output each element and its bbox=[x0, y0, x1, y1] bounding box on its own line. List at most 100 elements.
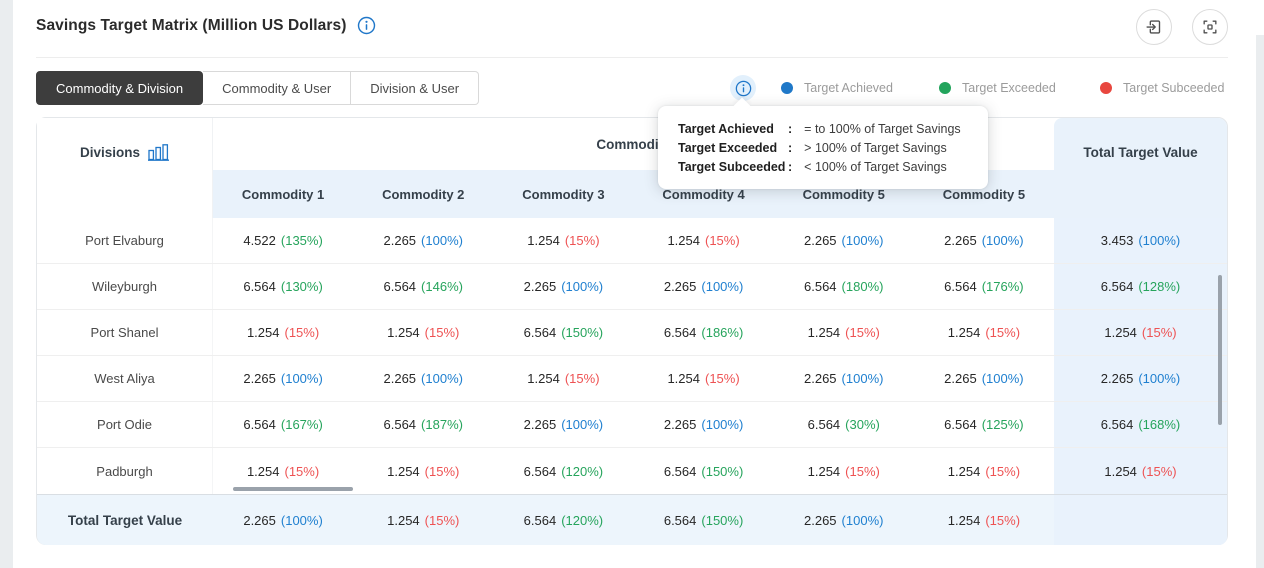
tooltip-row: Target Exceeded: > 100% of Target Savings bbox=[678, 139, 970, 158]
total-column-header: Total Target Value bbox=[1054, 118, 1227, 218]
value-cell: 2.265 (100%) bbox=[944, 233, 1024, 248]
value-cell: 6.564 (150%) bbox=[523, 325, 604, 340]
title-info-icon[interactable] bbox=[357, 16, 376, 35]
legend-dot-icon bbox=[1100, 82, 1112, 94]
fullscreen-icon bbox=[1200, 17, 1220, 37]
row-total-cell: 1.254 (15%) bbox=[1054, 310, 1227, 355]
value-cell: 1.254 (15%) bbox=[387, 325, 460, 340]
divisions-header-label: Divisions bbox=[79, 145, 141, 160]
value-cell: 6.564 (150%) bbox=[663, 512, 744, 528]
total-row-label: Total Target Value bbox=[67, 512, 183, 528]
page-title: Savings Target Matrix (Million US Dollar… bbox=[36, 16, 347, 34]
row-total-cell: 2.265 (100%) bbox=[1054, 356, 1227, 401]
table-row: Port Elvaburg 4.522 (135%) 2.265 (100%) 1.254… bbox=[37, 218, 1227, 264]
table-header: Divisions Commodity Commodity 1 Commodity… bbox=[37, 118, 1227, 218]
total-row: Total Target Value 2.265 (100%) 1.254 (15%)… bbox=[37, 494, 1227, 545]
column-header-commodity-2: Commodity 2 bbox=[382, 186, 465, 202]
value-cell: 1.254 (15%) bbox=[807, 325, 880, 340]
column-header-commodity-1: Commodity 1 bbox=[241, 186, 325, 202]
header-actions bbox=[1136, 9, 1228, 45]
header-divider bbox=[36, 57, 1228, 58]
tooltip-definition: > 100% of Target Savings bbox=[804, 141, 947, 155]
row-total-cell: 6.564 (168%) bbox=[1054, 402, 1227, 447]
table-row: Port Shanel 1.254 (15%) 1.254 (15%) 6.564 (150… bbox=[37, 310, 1227, 356]
value-cell: 1.254 (15%) bbox=[667, 233, 740, 248]
legend-dot-icon bbox=[781, 82, 793, 94]
value-cell: 1.254 (15%) bbox=[947, 512, 1021, 528]
row-total-cell: 1.254 (15%) bbox=[1054, 448, 1227, 494]
value-cell: 6.564 (180%) bbox=[804, 279, 884, 294]
tooltip-separator: : bbox=[788, 141, 793, 155]
value-cell: 2.265 (100%) bbox=[804, 233, 884, 248]
value-cell: 1.254 (15%) bbox=[527, 233, 600, 248]
value-cell: 2.265 (100%) bbox=[804, 371, 884, 386]
value-cell: 2.265 (100%) bbox=[243, 371, 323, 386]
grand-total-cell bbox=[1054, 495, 1227, 545]
value-cell: 6.564 (187%) bbox=[383, 417, 463, 432]
table-row: West Aliya 2.265 (100%) 2.265 (100%) 1.254 (15… bbox=[37, 356, 1227, 402]
value-cell: 1.254 (15%) bbox=[387, 512, 460, 528]
legend-info-icon[interactable] bbox=[730, 75, 756, 101]
tab-commodity-user[interactable]: Commodity & User bbox=[203, 71, 352, 105]
table-row: Port Odie 6.564 (167%) 6.564 (187%) 2.265 (100… bbox=[37, 402, 1227, 448]
value-cell: 6.564 (30%) bbox=[807, 417, 880, 432]
value-cell: 2.265 (100%) bbox=[383, 233, 463, 248]
legend-tooltip: Target Achieved: = to 100% of Target Savi… bbox=[658, 106, 988, 189]
division-cell: Port Elvaburg bbox=[37, 218, 213, 263]
page-gutter-right bbox=[1256, 35, 1264, 568]
value-cell: 6.564 (130%) bbox=[243, 279, 323, 294]
value-cell: 2.265 (100%) bbox=[804, 512, 884, 528]
value-cell: 2.265 (100%) bbox=[383, 371, 463, 386]
vertical-scrollbar-thumb[interactable] bbox=[1218, 275, 1222, 425]
tooltip-term: Target Exceeded bbox=[678, 141, 778, 155]
export-icon bbox=[1143, 16, 1165, 38]
value-cell: 6.564 (186%) bbox=[663, 325, 744, 340]
tooltip-term: Target Achieved bbox=[678, 122, 774, 136]
value-cell: 6.564 (150%) bbox=[663, 463, 744, 479]
tooltip-separator: : bbox=[788, 122, 793, 136]
horizontal-scrollbar-thumb[interactable] bbox=[233, 487, 353, 491]
table-row: Padburgh 1.254 (15%) 1.254 (15%) 6.564 (120%) 6… bbox=[37, 448, 1227, 494]
tab-commodity-division[interactable]: Commodity & Division bbox=[36, 71, 204, 105]
tooltip-row: Target Achieved: = to 100% of Target Savi… bbox=[678, 120, 970, 139]
division-cell: Padburgh bbox=[37, 448, 213, 494]
legend-dot-icon bbox=[939, 82, 951, 94]
legend-label: Target Exceeded bbox=[962, 81, 1056, 95]
toolbar: Commodity & Division Commodity & User Divi… bbox=[36, 71, 1228, 105]
value-cell: 1.254 (15%) bbox=[246, 463, 320, 479]
value-cell: 6.564 (176%) bbox=[944, 279, 1024, 294]
value-cell: 2.265 (100%) bbox=[243, 512, 323, 528]
tooltip-row: Target Subceeded: < 100% of Target Saving… bbox=[678, 158, 970, 177]
tooltip-definition: < 100% of Target Savings bbox=[804, 160, 947, 174]
legend-item-target-achieved: Target Achieved bbox=[781, 81, 893, 95]
value-cell: 1.254 (15%) bbox=[807, 463, 880, 479]
value-cell: 1.254 (15%) bbox=[527, 371, 600, 386]
value-cell: 1.254 (15%) bbox=[947, 325, 1021, 340]
divisions-header: Divisions bbox=[37, 118, 213, 218]
tooltip-term: Target Subceeded bbox=[678, 160, 786, 174]
export-button[interactable] bbox=[1136, 9, 1172, 45]
tooltip-separator: : bbox=[788, 160, 793, 174]
division-cell: Wileyburgh bbox=[37, 264, 213, 309]
value-cell: 1.254 (15%) bbox=[387, 463, 460, 479]
row-total-cell: 6.564 (128%) bbox=[1054, 264, 1227, 309]
division-cell: Port Odie bbox=[37, 402, 213, 447]
card-header: Savings Target Matrix (Million US Dollar… bbox=[36, 16, 376, 35]
value-cell: 2.265 (100%) bbox=[944, 371, 1024, 386]
legend-item-target-exceeded: Target Exceeded bbox=[939, 81, 1056, 95]
tab-bar: Commodity & Division Commodity & User Divi… bbox=[36, 71, 480, 105]
value-cell: 6.564 (120%) bbox=[523, 512, 604, 528]
value-cell: 2.265 (100%) bbox=[663, 417, 744, 432]
value-cell: 6.564 (167%) bbox=[243, 417, 323, 432]
tab-division-user[interactable]: Division & User bbox=[351, 71, 480, 105]
columns-bars-icon[interactable] bbox=[148, 144, 170, 161]
value-cell: 6.564 (146%) bbox=[383, 279, 463, 294]
division-cell: West Aliya bbox=[37, 356, 213, 401]
value-cell: 1.254 (15%) bbox=[667, 371, 740, 386]
value-cell: 4.522 (135%) bbox=[243, 233, 323, 248]
legend-label: Target Achieved bbox=[804, 81, 893, 95]
column-header-commodity-3: Commodity 3 bbox=[522, 186, 605, 202]
column-header-commodity-5: Commodity 5 bbox=[942, 186, 1026, 202]
value-cell: 1.254 (15%) bbox=[947, 463, 1021, 479]
fullscreen-button[interactable] bbox=[1192, 9, 1228, 45]
